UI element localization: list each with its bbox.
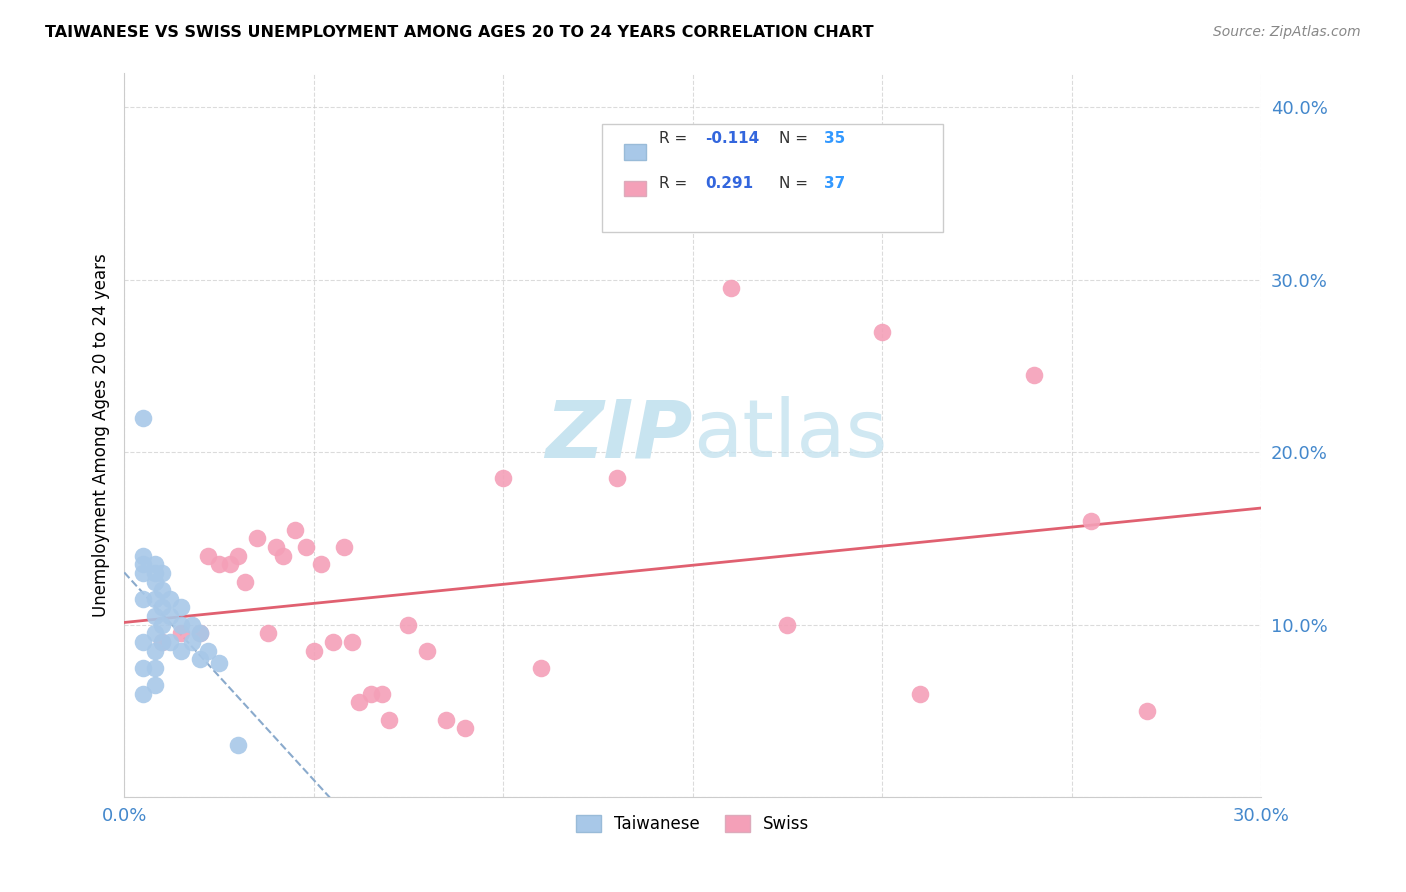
Point <box>150 600 173 615</box>
Point <box>181 635 204 649</box>
Point <box>188 626 211 640</box>
Point <box>132 661 155 675</box>
Point <box>606 471 628 485</box>
Legend: Taiwanese, Swiss: Taiwanese, Swiss <box>569 808 815 839</box>
Point <box>208 558 231 572</box>
Point <box>1022 368 1045 382</box>
Point <box>170 626 193 640</box>
Bar <box>602 124 943 232</box>
Point <box>159 609 181 624</box>
Point <box>159 635 181 649</box>
Point <box>398 617 420 632</box>
Text: ZIP: ZIP <box>546 396 693 474</box>
Point <box>246 532 269 546</box>
Point <box>197 643 219 657</box>
Bar <box>624 145 645 160</box>
Point <box>170 600 193 615</box>
Point <box>143 558 166 572</box>
Point <box>150 617 173 632</box>
Point <box>132 549 155 563</box>
Text: atlas: atlas <box>693 396 887 474</box>
Point <box>181 617 204 632</box>
Point <box>340 635 363 649</box>
Point <box>378 713 401 727</box>
Point <box>150 583 173 598</box>
Point <box>132 566 155 580</box>
Point <box>170 643 193 657</box>
Point <box>132 558 155 572</box>
Text: Source: ZipAtlas.com: Source: ZipAtlas.com <box>1213 25 1361 39</box>
Text: N =: N = <box>779 177 813 191</box>
Text: -0.114: -0.114 <box>704 131 759 146</box>
Point <box>226 549 249 563</box>
Point <box>776 617 799 632</box>
Text: 0.291: 0.291 <box>704 177 754 191</box>
Point <box>188 626 211 640</box>
Point <box>1080 514 1102 528</box>
Text: 35: 35 <box>824 131 845 146</box>
Point <box>264 540 287 554</box>
Point <box>908 687 931 701</box>
Point <box>208 656 231 670</box>
Point <box>492 471 515 485</box>
Y-axis label: Unemployment Among Ages 20 to 24 years: Unemployment Among Ages 20 to 24 years <box>93 253 110 617</box>
Point <box>143 678 166 692</box>
Point <box>434 713 457 727</box>
Point <box>170 617 193 632</box>
Point <box>143 643 166 657</box>
Point <box>1136 704 1159 718</box>
Point <box>132 635 155 649</box>
Point <box>530 661 553 675</box>
Point <box>143 566 166 580</box>
Point <box>226 739 249 753</box>
Point <box>143 591 166 606</box>
Text: N =: N = <box>779 131 813 146</box>
Point <box>311 558 333 572</box>
Point <box>322 635 344 649</box>
Point <box>143 661 166 675</box>
Text: TAIWANESE VS SWISS UNEMPLOYMENT AMONG AGES 20 TO 24 YEARS CORRELATION CHART: TAIWANESE VS SWISS UNEMPLOYMENT AMONG AG… <box>45 25 873 40</box>
Point <box>143 609 166 624</box>
Point <box>188 652 211 666</box>
Bar <box>624 181 645 196</box>
Point <box>235 574 257 589</box>
Point <box>257 626 280 640</box>
Point <box>132 410 155 425</box>
Point <box>371 687 394 701</box>
Text: 37: 37 <box>824 177 845 191</box>
Point <box>150 566 173 580</box>
Point <box>302 643 325 657</box>
Point <box>150 635 173 649</box>
Point <box>347 695 370 709</box>
Point <box>360 687 382 701</box>
Point <box>333 540 356 554</box>
Point <box>150 635 173 649</box>
Text: R =: R = <box>659 131 693 146</box>
Point <box>143 574 166 589</box>
Point <box>219 558 242 572</box>
Point <box>416 643 439 657</box>
Point <box>454 721 477 735</box>
Point <box>870 325 893 339</box>
Point <box>132 687 155 701</box>
Point <box>197 549 219 563</box>
Point <box>273 549 295 563</box>
Point <box>159 591 181 606</box>
Text: R =: R = <box>659 177 693 191</box>
Point <box>720 281 742 295</box>
Point <box>143 626 166 640</box>
Point <box>284 523 307 537</box>
Point <box>132 591 155 606</box>
Point <box>295 540 318 554</box>
